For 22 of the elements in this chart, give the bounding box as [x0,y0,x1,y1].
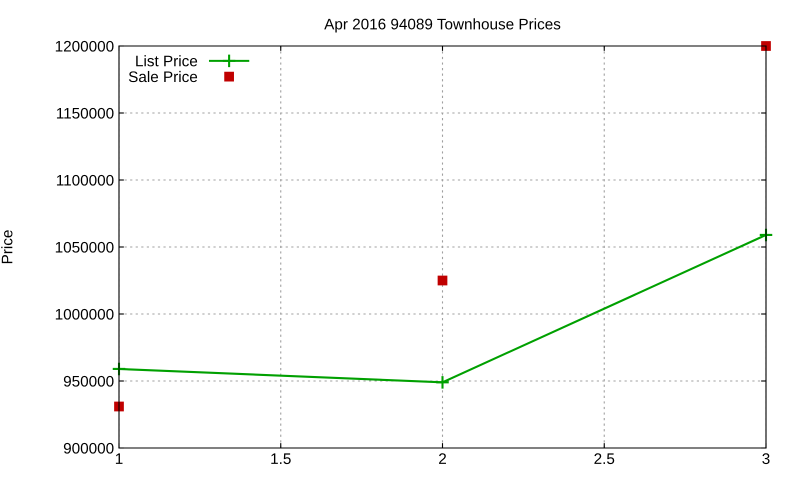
y-tick-label: 1150000 [56,108,114,119]
point [112,362,126,376]
point [438,276,448,286]
y-tick-label: 1000000 [56,308,114,320]
x-tick-label: 2 [439,453,446,464]
y-tick-label: 1100000 [56,174,114,186]
point [761,41,771,51]
y-tick-label: 1050000 [56,242,114,253]
point [114,402,124,412]
y-tick-label: 900000 [64,442,114,454]
y-tick-label: 1200000 [56,40,114,52]
legend-label: Sale Price [128,70,198,82]
y-axis-title: Price [1,230,12,264]
legend-label: List Price [136,55,198,66]
point [758,228,774,242]
chart-title: Apr 2016 94089 Townhouse Prices [324,18,560,33]
x-tick-label: 1.5 [271,453,291,464]
y-tick-label: 950000 [64,376,114,387]
x-tick-label: 3 [762,453,770,464]
x-tick-label: 1 [116,453,123,464]
point [435,375,450,390]
x-tick-label: 2.5 [594,453,614,464]
